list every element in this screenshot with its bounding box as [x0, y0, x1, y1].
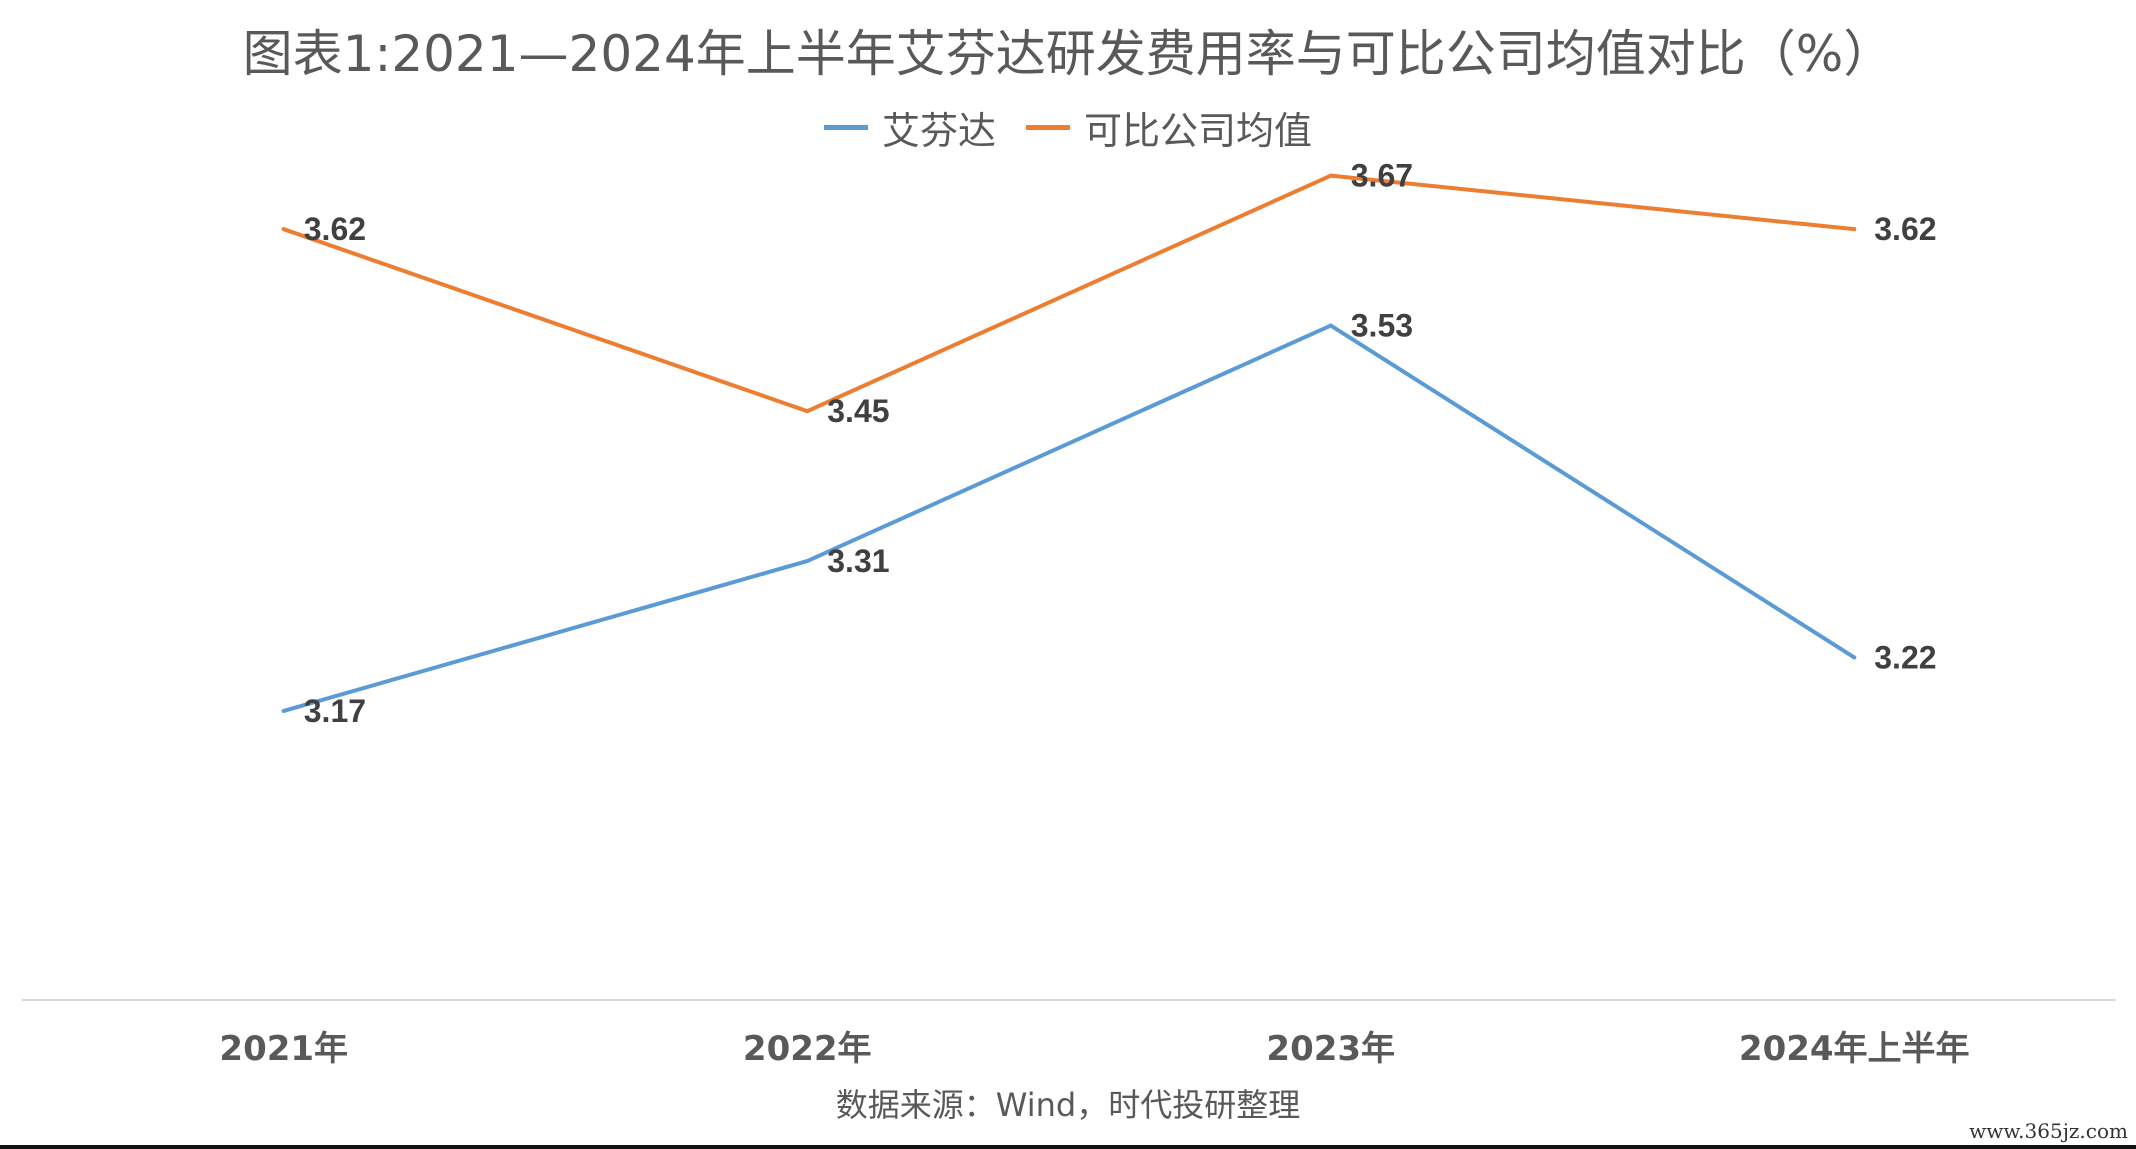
data-point-s2-3: [1328, 173, 1333, 178]
series-line-2: [281, 173, 1857, 414]
data-point-s1-2: [805, 559, 810, 564]
legend-label-series-1: 艾芬达: [881, 109, 996, 153]
watermark: www.365jz.com: [1969, 1119, 2128, 1143]
chart-title: 图表1:2021—2024年上半年艾芬达研发费用率与可比公司均值对比（%）: [242, 25, 1894, 83]
legend-swatch-series-2: [1026, 125, 1070, 130]
source-note: 数据来源：Wind，时代投研整理: [835, 1086, 1301, 1124]
data-label-s2-1: 3.62: [304, 211, 366, 247]
x-tick-label-2: 2022年: [743, 1029, 872, 1069]
data-label-s2-3: 3.67: [1351, 158, 1413, 194]
data-label-s1-1: 3.17: [304, 693, 366, 729]
bottom-border: [0, 1145, 2136, 1149]
data-label-s2-2: 3.45: [827, 393, 889, 429]
legend-swatch-series-1: [823, 125, 868, 130]
x-tick-label-4: 2024年上半年: [1739, 1029, 1970, 1069]
x-tick-label-3: 2023年: [1266, 1029, 1395, 1069]
legend-label-series-2: 可比公司均值: [1084, 109, 1313, 153]
data-label-s1-2: 3.31: [827, 543, 889, 579]
legend: 艾芬达 可比公司均值: [0, 100, 2136, 155]
data-point-s2-1: [281, 227, 286, 232]
data-point-s2-2: [805, 409, 810, 414]
x-tick-label-1: 2021年: [219, 1029, 348, 1069]
data-label-s1-4: 3.22: [1874, 639, 1936, 675]
data-point-s2-4: [1852, 227, 1857, 232]
legend-item-series-1[interactable]: 艾芬达: [823, 100, 996, 155]
data-point-s1-3: [1328, 323, 1333, 328]
series-line-1: [281, 323, 1857, 713]
legend-item-series-2[interactable]: 可比公司均值: [1026, 100, 1312, 155]
data-label-s2-4: 3.62: [1874, 211, 1936, 247]
data-point-s1-1: [281, 708, 286, 713]
data-point-s1-4: [1852, 655, 1857, 660]
data-label-s1-3: 3.53: [1351, 308, 1413, 344]
